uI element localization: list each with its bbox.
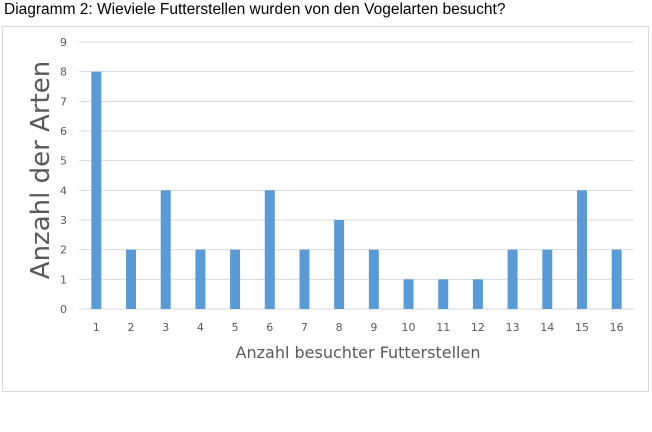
- x-tick-label: 2: [128, 321, 135, 334]
- bar-6: [264, 190, 275, 309]
- x-axis-ticks: 1 2 3 4 5 6 7 8 9 10 11 12 13 14 15 16: [93, 321, 624, 334]
- bar-14: [542, 249, 553, 309]
- gridlines: [79, 41, 634, 310]
- y-tick-label: 3: [60, 214, 67, 227]
- bar-11: [438, 279, 449, 309]
- bar-7: [299, 249, 310, 309]
- y-tick-label: 8: [60, 66, 67, 79]
- bar-5: [230, 249, 241, 309]
- y-tick-label: 2: [60, 244, 67, 257]
- x-tick-label: 3: [162, 321, 169, 334]
- x-tick-label: 14: [540, 321, 554, 334]
- bar-12: [472, 279, 483, 309]
- y-tick-label: 1: [60, 273, 67, 286]
- y-tick-label: 5: [60, 155, 67, 168]
- y-tick-label: 0: [60, 303, 67, 316]
- x-axis-label: Anzahl besuchter Futterstellen: [236, 343, 481, 362]
- chart-frame: [2, 26, 649, 392]
- bar-16: [611, 249, 622, 309]
- bar-4: [195, 249, 206, 309]
- bar-3: [160, 190, 171, 309]
- x-tick-label: 10: [402, 321, 416, 334]
- y-axis-ticks: 0 1 2 3 4 5 6 7 8 9: [60, 36, 67, 316]
- x-tick-label: 1: [93, 321, 100, 334]
- bar-15: [576, 190, 587, 309]
- x-tick-label: 5: [232, 321, 239, 334]
- bar-8: [334, 220, 345, 309]
- x-tick-label: 8: [336, 321, 343, 334]
- y-tick-label: 9: [60, 36, 67, 49]
- y-tick-label: 7: [60, 95, 67, 108]
- x-tick-label: 4: [197, 321, 204, 334]
- bar-10: [403, 279, 414, 309]
- x-tick-label: 9: [370, 321, 377, 334]
- y-tick-label: 4: [60, 184, 67, 197]
- chart-title: Diagramm 2: Wieviele Futterstellen wurde…: [4, 1, 506, 18]
- y-axis-label: Anzahl der Arten: [26, 61, 56, 279]
- bar-13: [507, 249, 518, 309]
- x-tick-label: 6: [266, 321, 273, 334]
- bar-2: [126, 249, 137, 309]
- x-tick-label: 12: [471, 321, 485, 334]
- x-tick-label: 15: [575, 321, 589, 334]
- bar-9: [368, 249, 379, 309]
- y-tick-label: 6: [60, 125, 67, 138]
- x-tick-label: 16: [610, 321, 624, 334]
- bars: [91, 71, 622, 310]
- x-tick-label: 7: [301, 321, 308, 334]
- bar-1: [91, 71, 102, 310]
- x-tick-label: 13: [506, 321, 520, 334]
- x-tick-label: 11: [436, 321, 450, 334]
